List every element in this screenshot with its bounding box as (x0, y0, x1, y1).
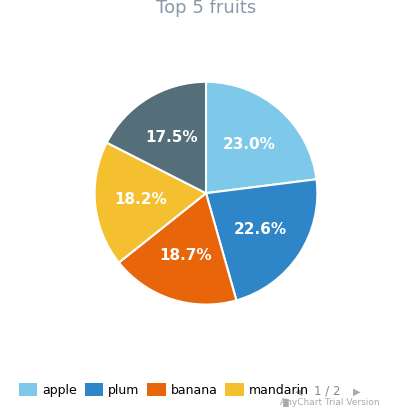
Text: ▶: ▶ (353, 386, 360, 396)
Wedge shape (206, 82, 316, 193)
Text: AnyChart Trial Version: AnyChart Trial Version (280, 398, 379, 407)
Text: 18.2%: 18.2% (115, 192, 167, 207)
Title: Top 5 fruits: Top 5 fruits (156, 0, 256, 17)
Text: ▐▌: ▐▌ (280, 398, 293, 407)
Text: 22.6%: 22.6% (234, 222, 287, 237)
Text: 23.0%: 23.0% (223, 136, 276, 152)
Wedge shape (119, 193, 236, 304)
Wedge shape (206, 179, 317, 300)
Wedge shape (95, 143, 206, 262)
Wedge shape (107, 82, 206, 193)
Text: 18.7%: 18.7% (159, 248, 212, 263)
Text: ◀: ◀ (295, 386, 302, 396)
Legend: apple, plum, banana, mandarin: apple, plum, banana, mandarin (19, 383, 309, 397)
Text: 17.5%: 17.5% (145, 130, 198, 145)
Text: 1 / 2: 1 / 2 (314, 385, 341, 398)
